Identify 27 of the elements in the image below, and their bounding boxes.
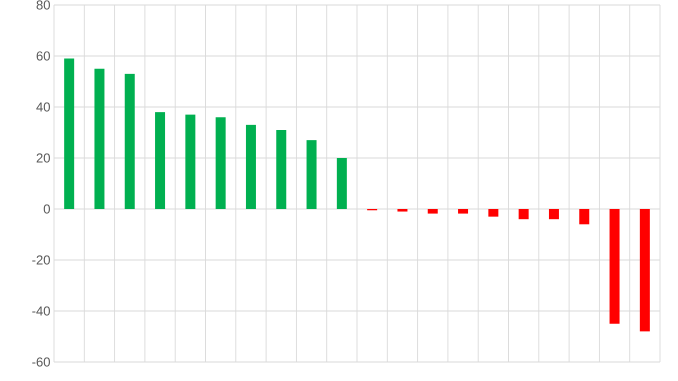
bar <box>428 208 438 214</box>
y-tick-label: 0 <box>44 204 50 214</box>
y-tick-label: 40 <box>36 102 50 112</box>
bar <box>518 208 529 220</box>
y-tick-label: 60 <box>36 51 50 61</box>
y-tick-label: 80 <box>36 0 50 10</box>
y-tick-label: 20 <box>36 153 50 163</box>
bar <box>610 208 620 324</box>
bar <box>246 124 256 209</box>
bar <box>397 208 408 212</box>
y-tick-label: -60 <box>32 357 50 367</box>
y-tick-label: -20 <box>32 255 50 265</box>
bar <box>185 114 196 209</box>
bar <box>276 130 286 209</box>
bar <box>124 74 135 209</box>
bar <box>548 208 559 220</box>
bar <box>94 68 104 209</box>
y-tick-label: -40 <box>32 306 50 316</box>
bar <box>155 112 166 209</box>
bar <box>306 140 317 209</box>
bar <box>216 117 226 209</box>
bar <box>488 208 498 217</box>
bar <box>458 208 468 214</box>
bar <box>579 208 590 224</box>
bar <box>640 208 650 332</box>
bar <box>336 158 347 209</box>
bar <box>64 58 74 209</box>
